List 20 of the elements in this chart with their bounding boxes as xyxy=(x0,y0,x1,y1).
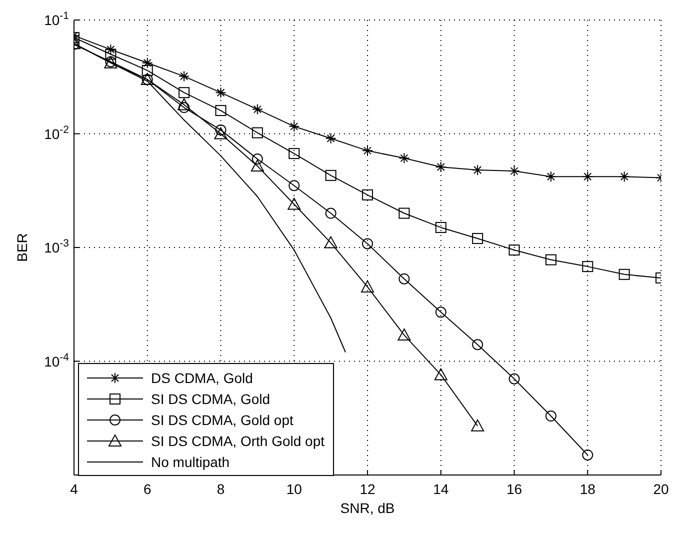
x-tick-label: 8 xyxy=(216,480,225,497)
y-tick-label: 10$^{-2}$ xyxy=(44,124,70,142)
x-tick-label: 4 xyxy=(70,480,78,497)
legend-label: SI DS CDMA, Gold opt xyxy=(151,412,294,428)
legend-label: SI DS CDMA, Gold xyxy=(151,390,270,406)
y-axis-title: BER xyxy=(14,233,30,262)
x-axis-title: SNR, dB xyxy=(340,500,395,516)
legend-label: No multipath xyxy=(151,454,230,470)
y-tick-label: 10$^{-3}$ xyxy=(44,238,70,256)
legend-label: DS CDMA, Gold xyxy=(151,370,253,386)
x-tick-label: 14 xyxy=(433,480,449,497)
x-tick-label: 20 xyxy=(653,480,669,497)
x-tick-label: 12 xyxy=(360,480,376,497)
x-tick-label: 6 xyxy=(143,480,152,497)
x-tick-label: 16 xyxy=(506,480,522,497)
y-tick-label: 10$^{-1}$ xyxy=(44,10,70,28)
legend-label: SI DS CDMA, Orth Gold opt xyxy=(151,432,324,448)
x-tick-label: 18 xyxy=(580,480,596,497)
x-tick-label: 10 xyxy=(286,480,302,497)
y-tick-label: 10$^{-4}$ xyxy=(44,351,70,370)
